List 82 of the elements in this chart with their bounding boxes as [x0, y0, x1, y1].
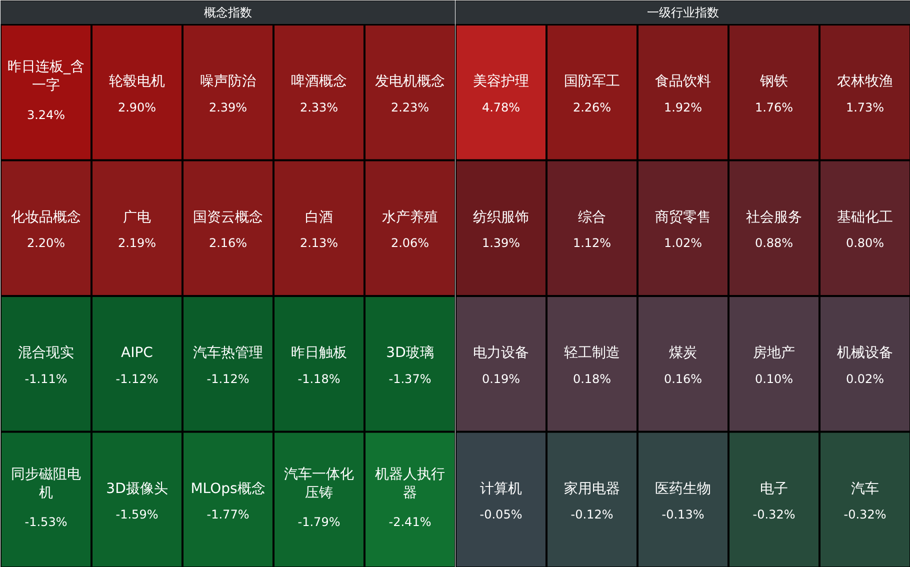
category-label: 医药生物 — [655, 480, 711, 497]
data-label: -1.79% — [298, 515, 340, 530]
data-label: -0.05% — [480, 508, 522, 522]
data-label: 2.19% — [118, 236, 156, 250]
category-label: 电力设备 — [473, 345, 529, 362]
category-label: 汽车 — [851, 480, 879, 497]
data-label: 1.39% — [482, 236, 520, 250]
category-label: 商贸零售 — [655, 209, 711, 226]
category-label: 3D摄像头 — [106, 480, 168, 497]
category-label: 机器人执行器 — [375, 466, 445, 501]
category-label: 基础化工 — [837, 209, 893, 226]
data-label: -1.59% — [116, 508, 158, 522]
data-label: 1.76% — [754, 100, 794, 114]
data-label: -1.11% — [24, 372, 68, 386]
category-label: AIPC — [121, 345, 154, 362]
data-label: 0.02% — [846, 372, 884, 386]
data-label: 2.13% — [300, 236, 338, 250]
data-label: -0.13% — [662, 508, 704, 522]
data-label: 2.26% — [572, 100, 612, 114]
data-label: 2.90% — [118, 100, 156, 114]
category-label: 国资云概念 — [193, 209, 263, 226]
category-label: 美容护理 — [473, 74, 529, 90]
category-label: 同步磁阻电机 — [11, 466, 81, 501]
data-label: -1.53% — [24, 515, 68, 530]
data-label: -1.37% — [388, 372, 432, 386]
text: 一级行业指数 — [647, 6, 719, 20]
category-label: 3D玻璃 — [386, 345, 434, 362]
data-label: 0.16% — [664, 372, 702, 386]
category-label: 汽车一体化压铸 — [284, 466, 354, 501]
category-label: 广电 — [123, 209, 151, 226]
data-label: 1.12% — [572, 236, 612, 250]
data-label: -1.12% — [116, 372, 158, 386]
category-label: 纺织服饰 — [473, 209, 529, 226]
data-label: 1.02% — [664, 236, 702, 250]
data-label: 0.88% — [754, 236, 794, 250]
data-label: 0.80% — [846, 236, 884, 250]
category-label: 社会服务 — [746, 209, 802, 226]
category-label: 轮毂电机 — [109, 74, 165, 90]
data-label: -0.32% — [844, 508, 886, 522]
category-label: 发电机概念 — [375, 74, 445, 90]
category-label: 综合 — [578, 209, 606, 226]
data-label: 2.23% — [390, 100, 430, 114]
data-label: 1.92% — [664, 100, 702, 114]
category-label: 食品饮料 — [655, 74, 711, 90]
data-label: 2.33% — [300, 100, 338, 114]
data-label: 1.73% — [846, 100, 884, 114]
category-label: 电子 — [760, 480, 788, 497]
category-label: 白酒 — [305, 209, 333, 226]
data-label: 2.39% — [208, 100, 248, 114]
data-label: 2.20% — [26, 236, 66, 250]
data-label: 0.18% — [572, 372, 612, 386]
data-label: 2.06% — [390, 236, 430, 250]
category-label: 国防军工 — [564, 74, 620, 90]
category-label: 化妆品概念 — [11, 209, 81, 226]
category-label: 啤酒概念 — [291, 74, 347, 90]
category-label: 噪声防治 — [200, 74, 256, 90]
category-label: 钢铁 — [759, 74, 788, 90]
category-label: MLOps概念 — [190, 480, 266, 497]
category-label: 家用电器 — [564, 480, 620, 497]
data-label: -1.12% — [206, 372, 250, 386]
category-label: 农林牧渔 — [837, 74, 893, 90]
data-label: 4.78% — [482, 100, 520, 114]
category-label: 煤炭 — [669, 345, 697, 362]
data-label: 0.10% — [754, 372, 794, 386]
data-label: 0.19% — [482, 372, 520, 386]
category-label: 混合现实 — [18, 345, 74, 362]
category-label: 轻工制造 — [564, 345, 620, 362]
data-label: -1.18% — [298, 372, 340, 386]
category-label: 房地产 — [753, 345, 795, 362]
category-label: 机械设备 — [837, 345, 893, 362]
category-label: 水产养殖 — [382, 209, 438, 226]
data-label: -0.32% — [752, 508, 796, 522]
data-label: -2.41% — [388, 515, 432, 530]
data-label: 2.16% — [208, 236, 248, 250]
category-label: 汽车热管理 — [193, 345, 263, 362]
category-label: 昨日连板_含一字 — [8, 59, 84, 94]
category-label: 计算机 — [480, 480, 522, 497]
category-label: 昨日触板 — [291, 345, 347, 362]
data-label: -1.77% — [206, 508, 250, 522]
data-label: -0.12% — [570, 508, 614, 522]
text: 概念指数 — [204, 6, 252, 20]
data-label: 3.24% — [26, 108, 66, 122]
